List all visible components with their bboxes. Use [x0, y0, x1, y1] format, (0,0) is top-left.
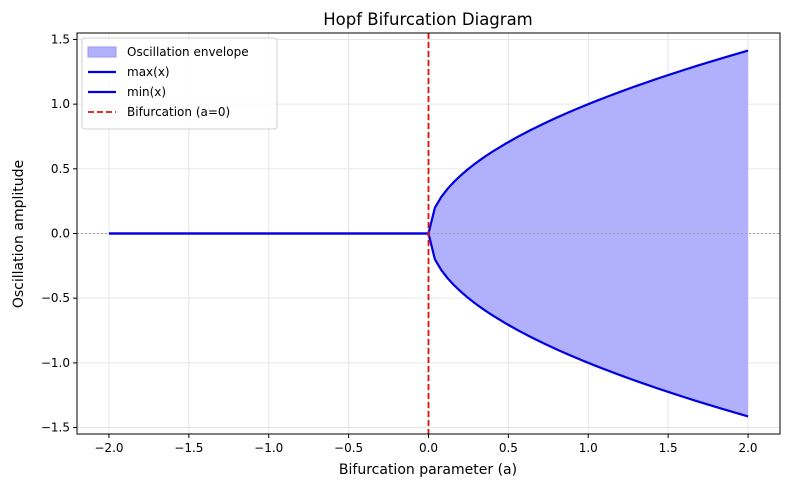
x-tick-label: −1.0 [254, 441, 283, 455]
x-tick-label: −1.5 [174, 441, 203, 455]
y-tick-label: −1.5 [41, 421, 70, 435]
x-tick-label: 1.5 [659, 441, 678, 455]
x-tick-label: 2.0 [738, 441, 757, 455]
chart-title: Hopf Bifurcation Diagram [323, 10, 533, 29]
x-axis-label: Bifurcation parameter (a) [339, 462, 517, 478]
series-line-min-x [108, 232, 749, 418]
x-tick-label: −0.5 [334, 441, 363, 455]
x-tick-label: 0.0 [419, 441, 438, 455]
x-tick-label: 1.0 [579, 441, 598, 455]
legend-swatch-envelope [87, 46, 117, 58]
legend-label: min(x) [127, 85, 166, 99]
x-tick-label: −2.0 [94, 441, 123, 455]
x-tick-label: 0.5 [499, 441, 518, 455]
y-tick-label: −1.0 [41, 356, 70, 370]
legend: Oscillation envelope max(x) min(x) Bifurcat… [81, 37, 278, 130]
y-tick-label: 0.5 [51, 162, 70, 176]
y-tick-label: 0.0 [51, 227, 70, 241]
legend-label: Bifurcation (a=0) [127, 105, 230, 119]
y-tick-label: −0.5 [41, 291, 70, 305]
legend-label: Oscillation envelope [127, 45, 249, 59]
legend-box [81, 37, 278, 130]
y-tick-label: 1.5 [51, 32, 70, 46]
y-axis-label: Oscillation amplitude [11, 160, 27, 308]
plot-area [77, 33, 780, 434]
y-tick-label: 1.0 [51, 97, 70, 111]
ticks: −2.0 −1.5 −1.0 −0.5 0.0 0.5 1.0 1.5 2.0 −1.5 −1.0 −… [41, 32, 758, 455]
legend-label: max(x) [127, 65, 170, 79]
